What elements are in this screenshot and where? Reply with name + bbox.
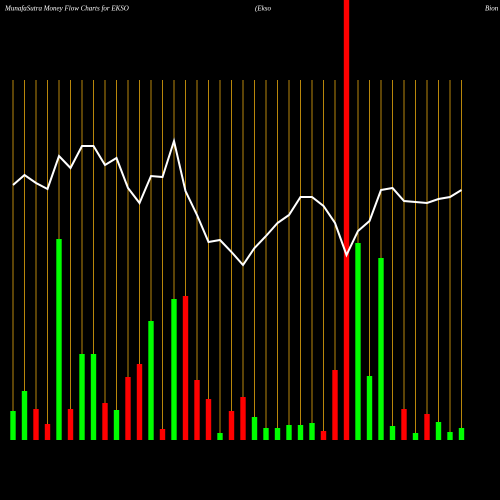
bar <box>228 411 235 440</box>
bar <box>67 409 74 440</box>
bar <box>447 432 453 440</box>
chart-title: (Ekso <box>255 5 271 13</box>
bar <box>435 422 442 440</box>
bar <box>182 296 189 440</box>
bar <box>56 239 62 440</box>
bar <box>355 243 361 440</box>
bar <box>136 364 143 440</box>
bar <box>79 354 85 440</box>
bar <box>389 426 396 440</box>
bar <box>251 417 258 440</box>
bar <box>401 409 407 440</box>
bar <box>148 321 154 440</box>
bar <box>21 391 28 440</box>
bar <box>113 410 120 440</box>
bar <box>194 380 200 440</box>
bar <box>10 411 16 440</box>
bar <box>424 414 430 440</box>
bar <box>274 428 281 440</box>
bar <box>332 370 338 440</box>
bar <box>90 354 97 440</box>
bar <box>286 425 292 440</box>
bar <box>366 376 373 440</box>
bar <box>378 258 384 440</box>
bar <box>412 433 419 440</box>
chart-title: Bion <box>485 5 499 13</box>
bar <box>458 428 465 440</box>
bar <box>343 0 350 440</box>
bar <box>205 399 212 440</box>
chart-title: MunafaSutra Money Flow Charts for EKSO <box>4 5 129 13</box>
bar <box>44 424 51 440</box>
bar <box>263 428 269 440</box>
bar <box>320 431 327 440</box>
bar <box>217 433 223 440</box>
bar <box>309 423 315 440</box>
bar <box>171 299 177 440</box>
bar <box>240 397 246 440</box>
bar <box>102 403 108 440</box>
bar <box>125 377 131 440</box>
bar <box>33 409 39 440</box>
money-flow-line <box>12 137 463 267</box>
bar <box>297 425 304 440</box>
bar <box>159 429 166 440</box>
